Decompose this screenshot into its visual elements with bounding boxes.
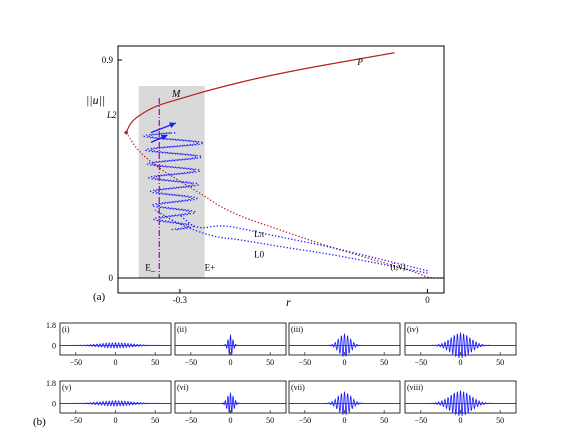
subpanel-curve [60,341,171,349]
subpanel-x-tick-label: −50 [185,358,198,367]
x-axis-label: r [286,295,291,309]
snake-arrowhead-2 [160,134,168,141]
subpanel-label: (iv) [407,325,419,334]
x-tick-label-1: 0 [425,295,430,305]
subpanel-curve [289,333,400,357]
subpanel-frame [174,380,287,414]
subpanel-x-tick-label: 50 [380,358,388,367]
panel-a-frame [117,45,445,294]
subpanel-x-tick-label: 0 [459,416,463,425]
annotation-1: E_ [145,263,155,273]
subpanel-x-tick-label: −50 [70,416,83,425]
subpanel-x-tick-label: 50 [380,416,388,425]
series-p [125,52,395,133]
annotation-3: Lπ [254,229,264,239]
subpanel-label: (iii) [291,325,303,334]
series-l- [179,214,428,272]
subpanel-label: (i) [62,325,70,334]
subpanel-x-tick-label: 0 [114,358,118,367]
subpanel-y-tick-label: 0 [52,341,56,350]
subpanel-x-tick-label: 0 [229,358,233,367]
subpanel-curve [405,332,516,358]
annotation-m: M [171,89,181,100]
subpanel-x-tick-label: −50 [70,358,83,367]
annotation-2: E+ [205,263,216,273]
subpanel-x-tick-label: 50 [266,358,274,367]
subpanel-1: (i) −50 0 50 1.8 0 [46,321,172,367]
subpanel-y-tick-label: 1.8 [46,379,56,388]
subpanel-x-tick-label: −50 [415,358,428,367]
panel-a-ticks: -0.3 0 0 0.9 [102,55,430,305]
subpanel-curve [405,390,516,416]
subpanel-4: (iv) −50 0 50 [404,322,517,367]
subpanel-label: (ii) [177,325,187,334]
panel-b: (i) −50 0 50 1.8 0 (ii) −50 0 50 (iii) −50 0 50 (iv) −5… [46,321,517,425]
subpanel-frame [288,322,401,356]
subpanel-curve [175,392,286,414]
y-tick-label-1: 0.9 [102,55,114,65]
annotation-5: (i,v) [390,262,405,272]
subpanel-x-tick-label: −50 [415,416,428,425]
annotation-4: L0 [254,249,264,259]
panel-a-series [124,52,444,279]
subpanel-x-tick-label: 50 [496,358,504,367]
subpanel-x-tick-label: −50 [299,416,312,425]
snake-curve-2 [148,132,205,231]
subpanel-label: (v) [62,383,72,392]
fold-point [124,130,129,135]
subpanel-x-tick-label: 50 [151,358,159,367]
subpanel-5: (v) −50 0 50 1.8 0 [46,379,172,425]
subpanel-x-tick-label: 50 [496,416,504,425]
subpanel-3: (iii) −50 0 50 [288,322,401,367]
subpanel-x-tick-label: 0 [343,416,347,425]
shaded-region [138,86,205,278]
subpanel-frame [174,322,287,356]
subpanel-x-tick-label: −50 [185,416,198,425]
annotation-0: P [356,57,363,67]
subpanel-x-tick-label: −50 [299,358,312,367]
subpanel-6: (vi) −50 0 50 [174,380,287,425]
panel-a-label: (a) [93,291,106,303]
y-axis-label: ||u|| [86,93,105,107]
subpanel-8: (viii) −50 0 50 [404,380,517,425]
subpanel-x-tick-label: 50 [151,416,159,425]
subpanel-y-tick-label: 0 [52,399,56,408]
y-tick-label-0: 0 [109,273,114,283]
subpanel-frame [59,322,172,356]
subpanel-label: (viii) [407,383,423,392]
snake-curve [143,132,200,231]
subpanel-x-tick-label: 0 [229,416,233,425]
subpanel-curve [60,399,171,407]
subpanel-x-tick-label: 0 [114,416,118,425]
subpanel-label: (vi) [177,383,189,392]
subpanel-curve [175,334,286,356]
subpanel-frame [404,322,517,356]
subpanel-frame [59,380,172,414]
series-l0 [154,209,428,274]
panel-a: -0.3 0 0 0.9 ||u|| L2 r (a) M P E_ E+ Lπ L0 (i,v… [86,45,445,309]
subpanel-x-tick-label: 50 [266,416,274,425]
subpanel-2: (ii) −50 0 50 [174,322,287,367]
snake-arrowhead-1 [169,122,176,128]
series-p-unstable [125,132,444,279]
y-axis-label-subscript: L2 [106,110,117,120]
subpanel-x-tick-label: 0 [459,358,463,367]
panel-a-annotations: P E_ E+ Lπ L0 (i,v) [145,57,405,273]
x-tick-label-0: -0.3 [173,295,188,305]
subpanel-curve [289,391,400,415]
subpanel-frame [288,380,401,414]
subpanel-7: (vii) −50 0 50 [288,380,401,425]
panel-b-label: (b) [33,416,46,428]
subpanel-label: (vii) [291,383,305,392]
subpanel-x-tick-label: 0 [343,358,347,367]
subpanel-y-tick-label: 1.8 [46,321,56,330]
